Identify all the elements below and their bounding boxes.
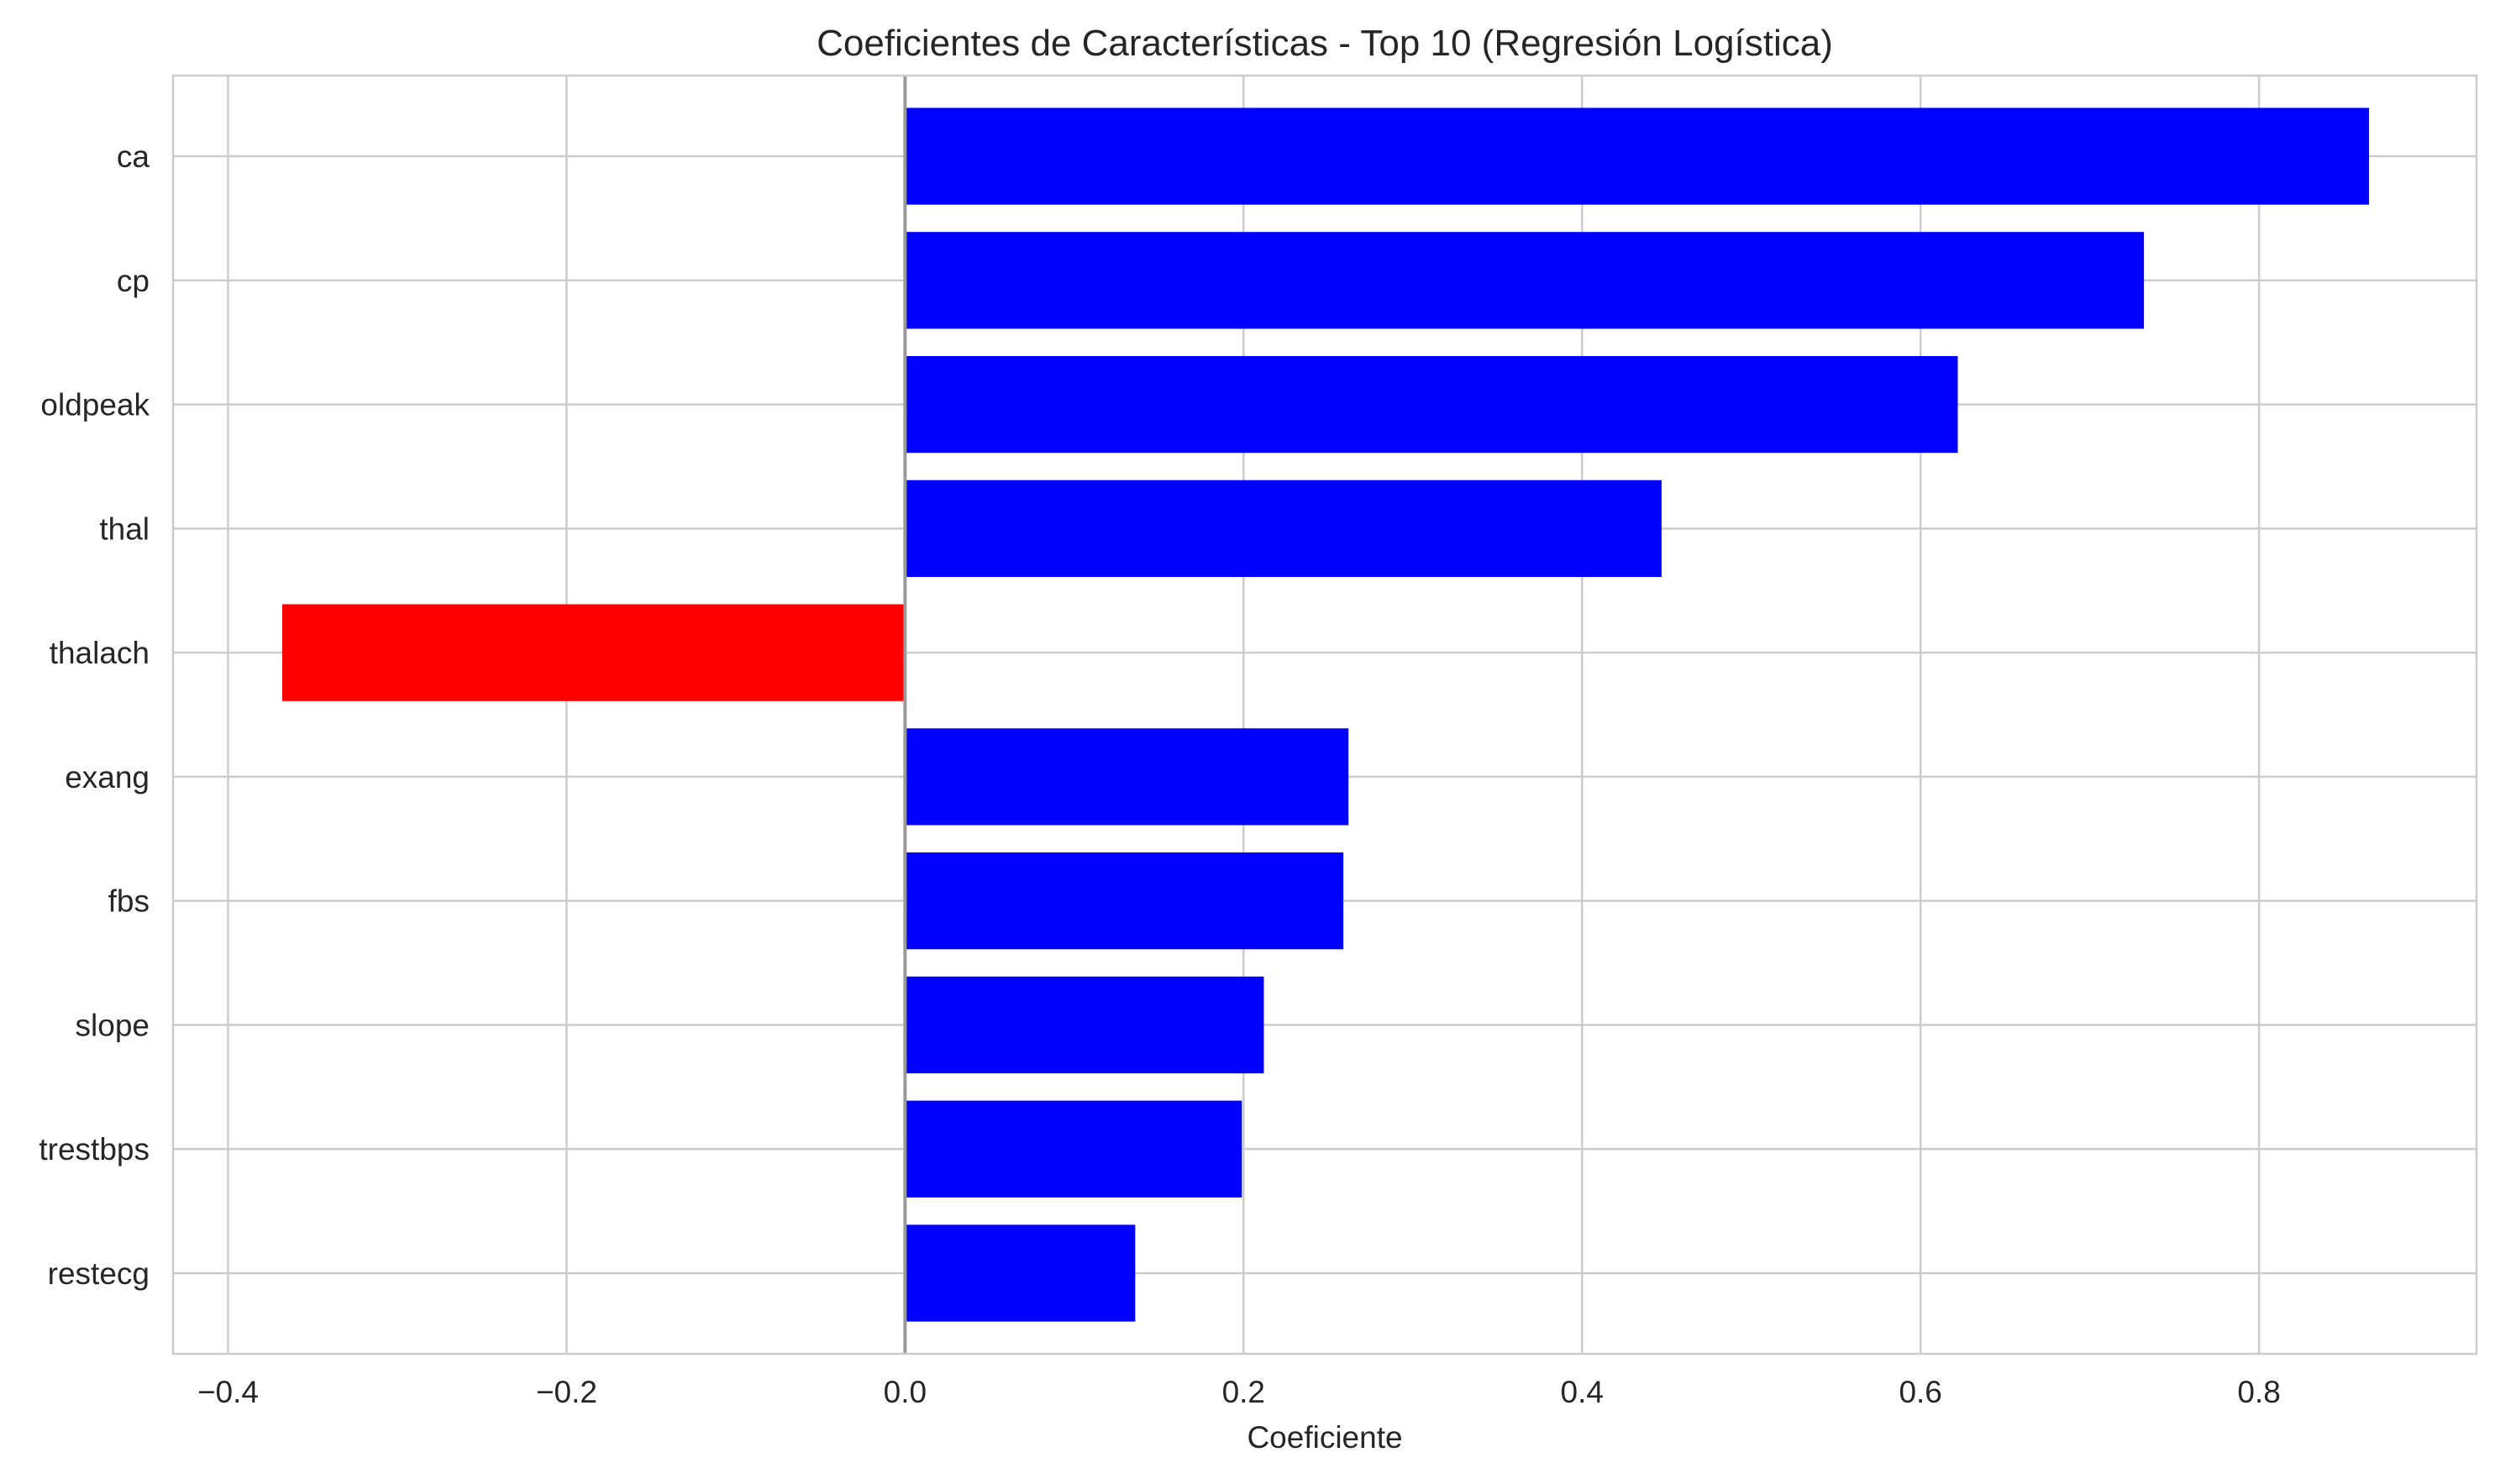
ticks-layer: −0.4 −0.2 0.0 0.2 0.4 0.6 0.8 ca cp oldpeak thal th… — [39, 139, 2280, 1409]
y-tick-label-exang: exang — [65, 760, 150, 794]
bar-fbs — [905, 852, 1344, 950]
bar-exang — [905, 728, 1349, 826]
y-tick-label-oldpeak: oldpeak — [40, 388, 150, 422]
bar-oldpeak — [905, 355, 1958, 454]
bar-cp — [905, 232, 2145, 329]
bar-thalach — [281, 604, 906, 701]
bar-ca — [905, 107, 2370, 205]
bar-slope — [905, 976, 1264, 1074]
x-tick-label: 0.8 — [2237, 1375, 2280, 1409]
bar-restecg — [905, 1224, 1136, 1322]
x-tick-label: 0.4 — [1561, 1375, 1604, 1409]
bar-trestbps — [905, 1100, 1242, 1198]
bar-thal — [905, 480, 1662, 577]
y-tick-label-slope: slope — [76, 1008, 150, 1042]
x-axis-label: Coeficiente — [1247, 1420, 1402, 1455]
y-tick-label-thal: thal — [99, 511, 150, 546]
y-tick-label-trestbps: trestbps — [39, 1132, 150, 1167]
y-tick-label-thalach: thalach — [50, 636, 150, 670]
x-tick-label: −0.4 — [197, 1375, 259, 1409]
y-tick-label-restecg: restecg — [48, 1256, 150, 1291]
bars-layer — [281, 107, 2370, 1322]
x-tick-label: −0.2 — [536, 1375, 597, 1409]
y-tick-label-ca: ca — [117, 139, 150, 174]
chart-title: Coeficientes de Características - Top 10… — [817, 23, 1833, 64]
plot-frame — [171, 74, 2478, 1356]
y-tick-label-cp: cp — [117, 264, 150, 298]
x-tick-label: 0.2 — [1222, 1375, 1265, 1409]
y-tick-label-fbs: fbs — [108, 884, 150, 919]
x-tick-label: 0.0 — [884, 1375, 927, 1409]
x-tick-label: 0.6 — [1899, 1375, 1941, 1409]
